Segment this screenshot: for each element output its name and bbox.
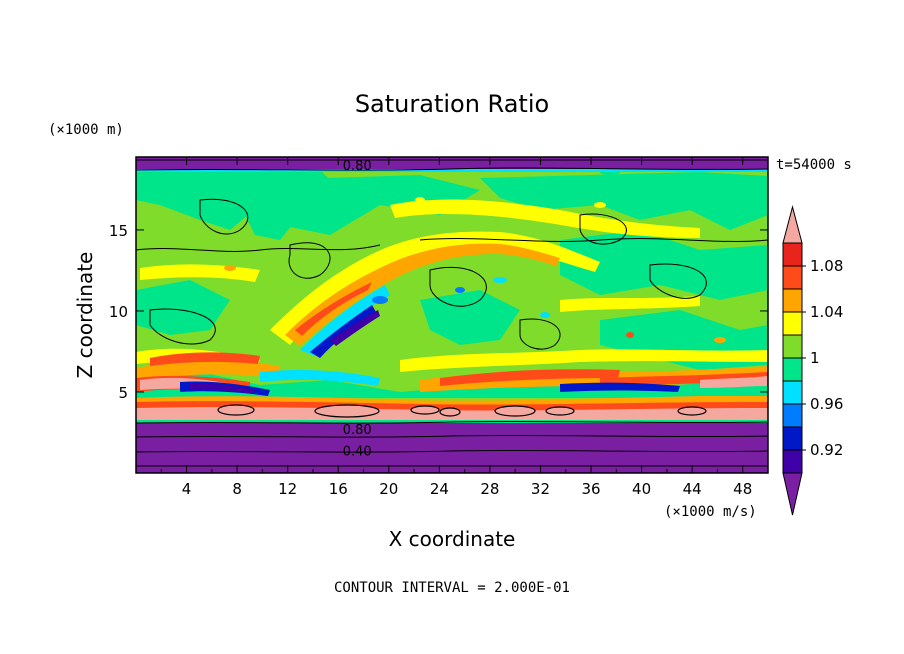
slanted-band	[285, 243, 560, 358]
colorbar-box	[782, 426, 803, 451]
colorbar: 0.92 0.96 1 1.04 1.08	[782, 205, 843, 516]
colorbar-box	[782, 334, 803, 359]
cloud-lenses	[217, 404, 707, 418]
y-tick-label: 5	[118, 384, 128, 402]
contour-labels: 0.80 0.80 0.40	[343, 159, 372, 459]
colorbar-box	[782, 288, 803, 313]
contour-interval-label: CONTOUR INTERVAL = 2.000E-01	[334, 580, 570, 596]
saturation-field	[136, 157, 768, 473]
contour-lines	[136, 159, 768, 467]
x-tick-label: 32	[531, 480, 550, 498]
x-tick-label: 28	[480, 480, 499, 498]
x-tick-label: 4	[182, 480, 192, 498]
colorbar-box	[782, 265, 803, 290]
x-axis-ticks: 4 8 12 16 20 24 28 32 36 40 44 48	[160, 157, 752, 498]
colorbar-box	[782, 357, 803, 382]
top-transition	[136, 169, 768, 172]
contour-label: 0.80	[343, 423, 372, 438]
x-tick-label: 40	[632, 480, 651, 498]
colorbar-tick-label: 1.04	[810, 303, 843, 321]
colorbar-tick-label: 1.08	[810, 257, 843, 275]
bottom-dry-layer	[136, 422, 768, 473]
colorbar-bottom-arrow	[782, 472, 803, 516]
colorbar-box	[782, 403, 803, 428]
y-axis-label: Z coordinate	[73, 252, 97, 379]
x-tick-label: 8	[232, 480, 242, 498]
y-tick-label: 10	[109, 303, 128, 321]
x-tick-label: 20	[379, 480, 398, 498]
x-tick-label: 36	[581, 480, 600, 498]
colorbar-tick-label: 1	[810, 349, 820, 367]
colorbar-box	[782, 449, 803, 474]
colorbar-top-arrow	[782, 205, 803, 244]
contour-label: 0.40	[343, 444, 372, 459]
x-tick-label: 24	[430, 480, 449, 498]
x-tick-label: 48	[733, 480, 752, 498]
colorbar-box	[782, 311, 803, 336]
x-tick-label: 44	[683, 480, 702, 498]
colorbar-box	[782, 242, 803, 267]
colorbar-tick-label: 0.96	[810, 395, 843, 413]
y-axis-ticks: 5 10 15	[109, 222, 768, 402]
y-tick-label: 15	[109, 222, 128, 240]
time-label: t=54000 s	[776, 157, 852, 173]
x-tick-label: 12	[278, 480, 297, 498]
top-dry-layer	[136, 157, 768, 169]
chart-title: Saturation Ratio	[355, 90, 549, 118]
x-axis-label: X coordinate	[389, 527, 516, 551]
y-unit-label: (×1000 m)	[48, 122, 124, 138]
contour-label: 0.80	[343, 159, 372, 174]
colorbar-tick-label: 0.92	[810, 441, 843, 459]
x-unit-label: (×1000 m/s)	[664, 504, 757, 520]
colorbar-box	[782, 380, 803, 405]
plot-frame	[135, 156, 769, 474]
x-tick-label: 16	[329, 480, 348, 498]
